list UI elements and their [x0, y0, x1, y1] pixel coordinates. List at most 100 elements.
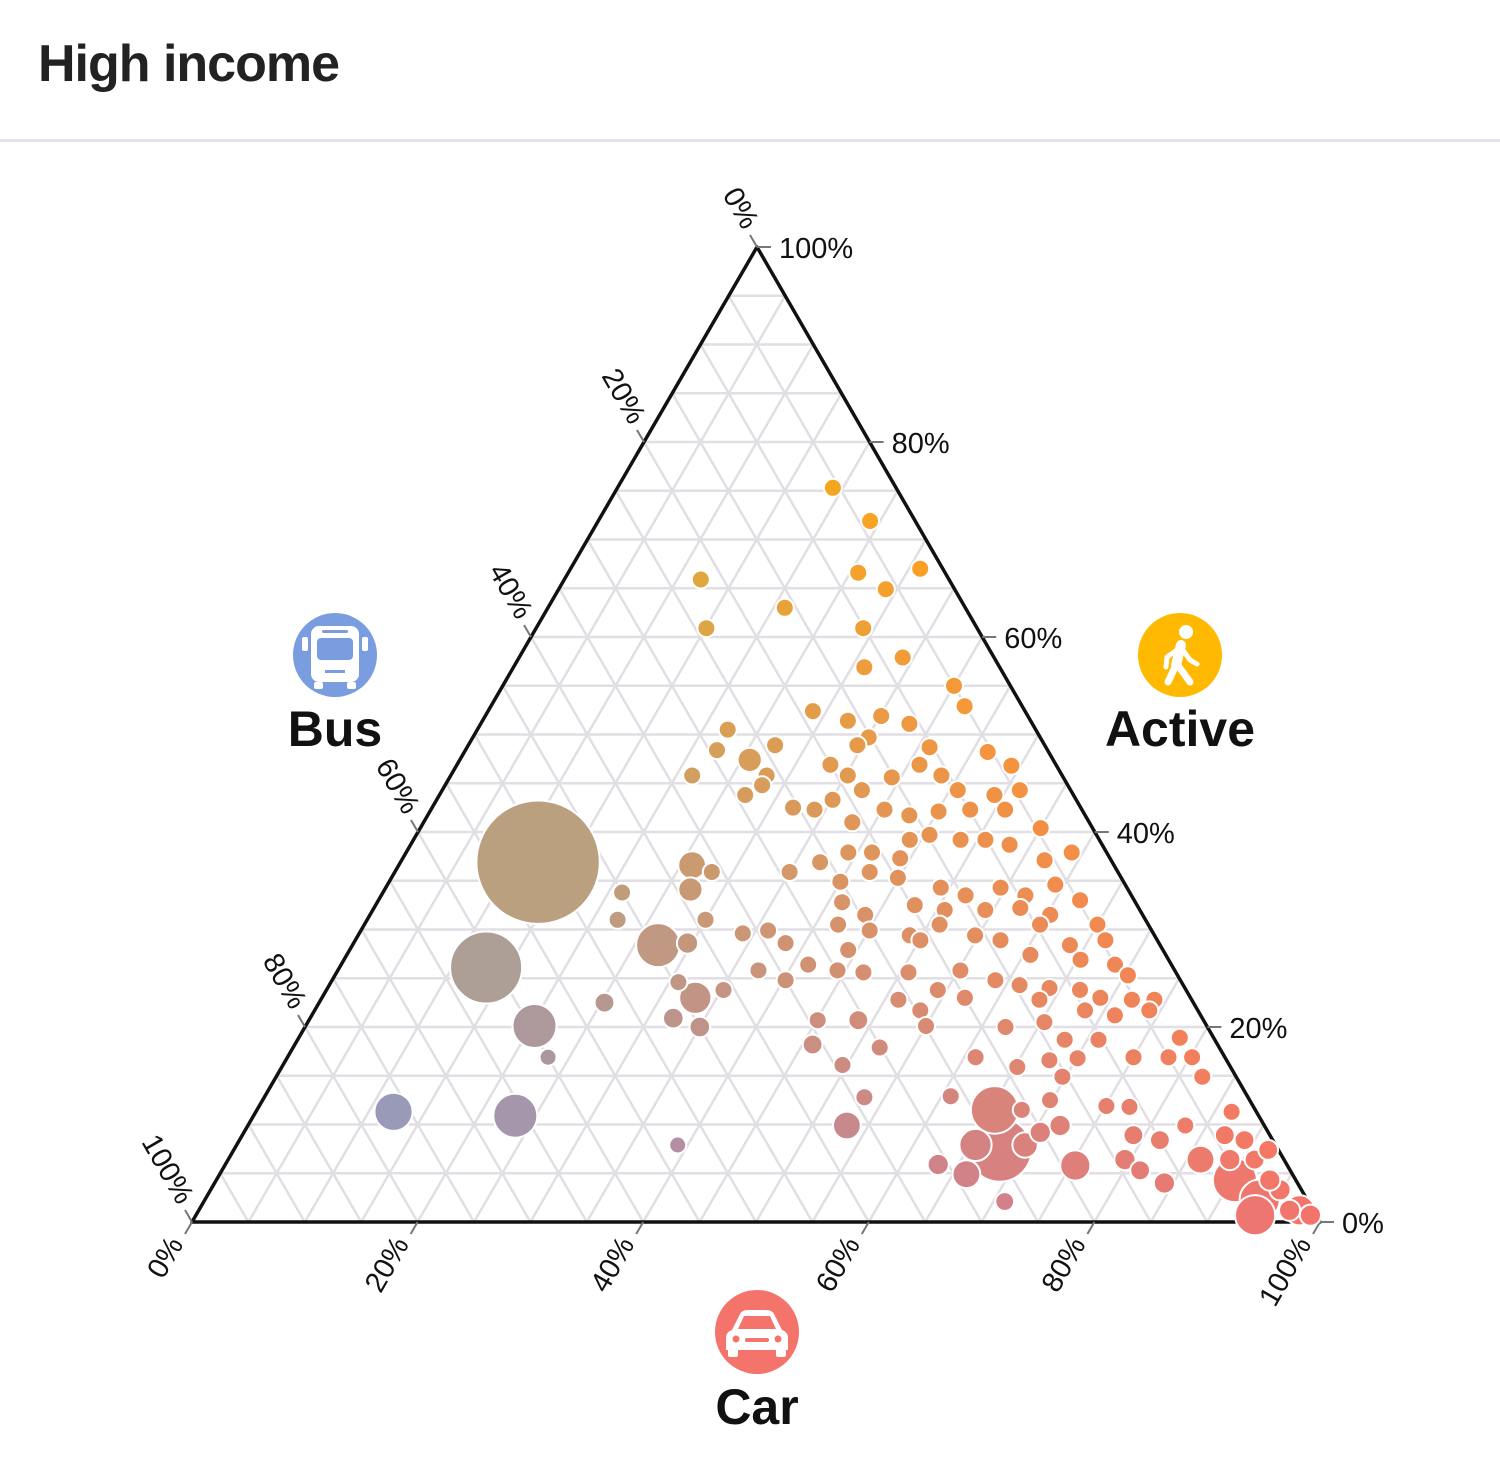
bus-label: Bus	[288, 701, 382, 757]
data-point	[1087, 914, 1108, 935]
data-point	[736, 746, 763, 774]
data-point	[928, 801, 949, 822]
data-point	[890, 848, 911, 869]
grid-line	[811, 782, 1068, 1223]
data-point	[1123, 1047, 1144, 1068]
data-point	[668, 972, 689, 993]
data-point	[832, 1110, 862, 1141]
active-label: Active	[1105, 701, 1255, 757]
grid-line	[360, 392, 843, 1223]
data-point	[696, 618, 717, 639]
active-tick-label: 20%	[1229, 1013, 1287, 1045]
data-point	[1048, 1113, 1072, 1138]
data-points	[373, 477, 1323, 1237]
car-tick-label: 80%	[1036, 1232, 1093, 1298]
grid-line	[754, 733, 1040, 1223]
data-point	[707, 740, 727, 761]
data-point	[1096, 1096, 1117, 1116]
data-point	[910, 930, 931, 951]
data-point	[1070, 890, 1091, 911]
bus-tick	[523, 624, 532, 638]
data-point	[837, 710, 858, 731]
data-point	[1007, 1057, 1028, 1077]
grid-line	[558, 587, 927, 1223]
data-point	[1028, 1120, 1052, 1144]
data-point	[1088, 1029, 1109, 1050]
data-point	[1075, 1000, 1095, 1021]
data-point	[713, 980, 734, 1000]
car-tick	[1312, 1221, 1321, 1235]
data-point	[832, 892, 853, 913]
data-point	[675, 931, 700, 955]
data-point	[690, 569, 711, 590]
active-tick-label: 60%	[1004, 623, 1062, 655]
data-point	[892, 647, 913, 668]
data-point	[1105, 954, 1125, 975]
data-point	[977, 742, 998, 762]
grid-line	[585, 587, 956, 1223]
car-icon	[726, 1310, 788, 1357]
data-point	[1213, 1124, 1236, 1147]
data-point	[960, 799, 981, 820]
car-label: Car	[715, 1379, 798, 1435]
data-point	[1182, 1047, 1203, 1068]
data-point	[862, 842, 882, 863]
data-point	[1175, 1115, 1196, 1136]
data-point	[1298, 1203, 1323, 1227]
data-point	[1054, 1029, 1075, 1050]
data-point	[899, 713, 920, 734]
data-point	[1052, 1066, 1073, 1087]
data-point	[828, 914, 849, 935]
car-tick-label: 0%	[141, 1232, 190, 1284]
data-point	[820, 754, 841, 775]
data-point	[1009, 780, 1030, 801]
bus-icon	[302, 626, 368, 689]
data-point	[1234, 1194, 1277, 1237]
data-point	[1045, 874, 1066, 895]
car-tick	[860, 1221, 870, 1235]
data-point	[1095, 930, 1116, 951]
data-point	[678, 980, 713, 1015]
data-point	[853, 618, 874, 639]
data-point	[830, 871, 851, 892]
grid-line	[247, 295, 787, 1223]
car-tick-label: 40%	[585, 1232, 642, 1298]
bus-axis-title: Bus	[288, 613, 382, 757]
data-point	[735, 785, 756, 805]
data-point	[881, 767, 902, 788]
data-point	[837, 765, 858, 786]
data-point	[677, 876, 704, 903]
data-point	[1257, 1139, 1280, 1161]
data-point	[765, 735, 786, 756]
bus-tick-label: 20%	[595, 363, 652, 429]
data-point	[999, 834, 1020, 855]
data-point	[1192, 1066, 1213, 1087]
data-point	[874, 799, 895, 820]
data-point	[869, 1037, 890, 1058]
active-tick-label: 0%	[1342, 1208, 1384, 1240]
data-point	[1029, 989, 1050, 1010]
data-point	[1104, 1005, 1125, 1026]
data-point	[775, 970, 796, 991]
data-point	[984, 785, 1005, 805]
data-point	[1117, 965, 1138, 986]
data-point	[1152, 1171, 1177, 1195]
car-tick	[1086, 1221, 1096, 1235]
bus-tick-label: 40%	[482, 558, 539, 624]
data-point	[1119, 1096, 1140, 1117]
data-point	[1233, 1129, 1256, 1151]
car-tick	[635, 1221, 645, 1235]
data-point	[1011, 1099, 1032, 1120]
data-point	[635, 922, 682, 969]
data-point	[955, 885, 976, 906]
data-point	[898, 962, 919, 983]
data-point	[965, 1047, 986, 1068]
data-point	[748, 960, 769, 981]
data-point	[975, 900, 996, 920]
data-point	[875, 579, 896, 600]
data-point	[662, 1006, 685, 1030]
data-point	[854, 1087, 875, 1108]
data-point	[511, 1003, 558, 1049]
data-point	[1030, 818, 1051, 839]
